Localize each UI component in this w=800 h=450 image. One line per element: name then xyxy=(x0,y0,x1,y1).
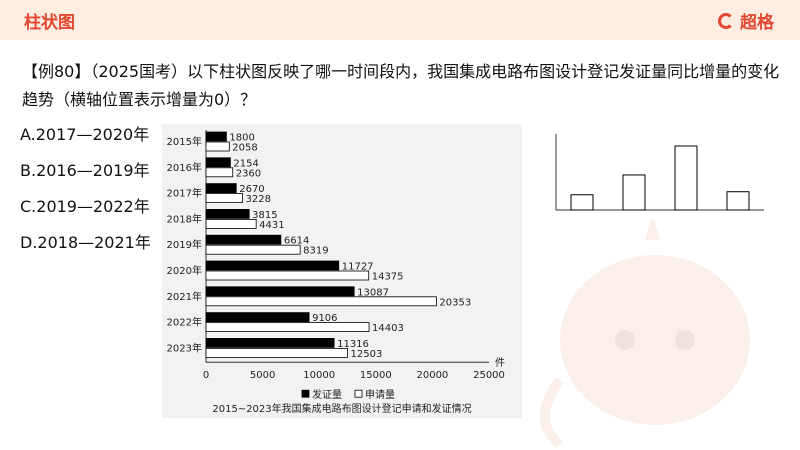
category-label: 2021年 xyxy=(167,290,202,303)
x-tick-label: 5000 xyxy=(250,370,275,381)
question-text: 【例80】（2025国考）以下柱状图反映了哪一时间段内，我国集成电路布图设计登记… xyxy=(22,62,780,109)
data-label: 1800 xyxy=(229,133,254,144)
category-label: 2016年 xyxy=(167,161,202,174)
category-label: 2018年 xyxy=(167,212,202,225)
data-label: 8319 xyxy=(303,246,328,257)
brand-name: 超格 xyxy=(740,13,774,33)
chart-title: 2015~2023年我国集成电路布图设计登记申请和发证情况 xyxy=(212,402,471,415)
bar-issued xyxy=(205,337,335,348)
category-label: 2017年 xyxy=(167,187,202,200)
legend-label: 申请量 xyxy=(365,388,395,401)
x-tick-label: 0 xyxy=(203,370,209,381)
brand-logo: 超格 xyxy=(718,8,774,33)
legend-swatch xyxy=(354,389,363,398)
options-list: A.2017—2020年 B.2016—2019年 C.2019—2022年 D… xyxy=(20,124,151,268)
bar-applied xyxy=(205,193,243,203)
data-label: 14375 xyxy=(372,272,404,283)
data-label: 6614 xyxy=(284,236,309,247)
bar-applied xyxy=(205,270,370,281)
data-label: 2670 xyxy=(239,184,264,195)
data-label: 9106 xyxy=(312,313,337,324)
data-label: 11727 xyxy=(342,262,374,273)
ref-bar xyxy=(674,145,698,211)
header-bar: 柱状图 超格 xyxy=(0,0,800,40)
x-axis-unit: 件 xyxy=(495,357,505,369)
reference-chart-panel xyxy=(548,130,772,220)
category-label: 2023年 xyxy=(167,341,202,354)
bar-issued xyxy=(205,234,282,245)
data-label: 3815 xyxy=(252,210,277,221)
data-label: 13087 xyxy=(357,287,389,298)
page-title: 柱状图 xyxy=(24,13,75,33)
legend-swatch xyxy=(301,389,310,398)
bar-applied xyxy=(205,244,301,255)
ref-bar xyxy=(570,194,594,211)
reference-bar-chart xyxy=(555,134,764,211)
bar-applied xyxy=(205,219,257,229)
option-c[interactable]: C.2019—2022年 xyxy=(20,197,150,216)
data-label: 2058 xyxy=(232,143,257,154)
bar-applied xyxy=(205,167,234,178)
option-a[interactable]: A.2017—2020年 xyxy=(20,125,150,144)
data-label: 14403 xyxy=(372,323,404,334)
option-d[interactable]: D.2018—2021年 xyxy=(20,233,151,252)
data-label: 4431 xyxy=(259,220,284,231)
bar-issued xyxy=(205,286,355,297)
bar-issued xyxy=(205,312,310,323)
data-label: 12503 xyxy=(351,349,383,360)
ref-bar xyxy=(622,174,646,211)
option-b[interactable]: B.2016—2019年 xyxy=(20,161,150,180)
category-label: 2020年 xyxy=(167,264,202,277)
category-label: 2015年 xyxy=(167,135,202,148)
x-tick-label: 15000 xyxy=(360,370,392,381)
brand-icon xyxy=(718,12,734,29)
bar-issued xyxy=(205,131,227,142)
x-tick-label: 20000 xyxy=(416,370,448,381)
ref-bar xyxy=(726,191,750,211)
bar-applied xyxy=(205,141,230,152)
bar-issued xyxy=(205,157,231,168)
category-label: 2019年 xyxy=(167,238,202,251)
bar-chart-panel: 2015年 1800 2058 2016年 2154 2360 2017年 2670 3228 2… xyxy=(162,124,522,418)
data-label: 2154 xyxy=(233,158,258,169)
bar-applied xyxy=(205,296,437,307)
legend-label: 发证量 xyxy=(312,388,342,401)
data-label: 20353 xyxy=(439,297,471,308)
bar-applied xyxy=(205,347,348,358)
bar-applied xyxy=(205,322,370,333)
bar-issued xyxy=(205,260,340,271)
x-tick-label: 25000 xyxy=(473,370,505,381)
bar-issued xyxy=(205,209,250,219)
mascot-watermark-icon xyxy=(540,220,750,449)
bar-issued xyxy=(205,183,237,193)
category-label: 2022年 xyxy=(167,316,202,329)
data-label: 2360 xyxy=(236,168,261,179)
x-tick-label: 10000 xyxy=(303,370,335,381)
data-label: 11316 xyxy=(337,339,369,350)
data-label: 3228 xyxy=(246,194,271,205)
